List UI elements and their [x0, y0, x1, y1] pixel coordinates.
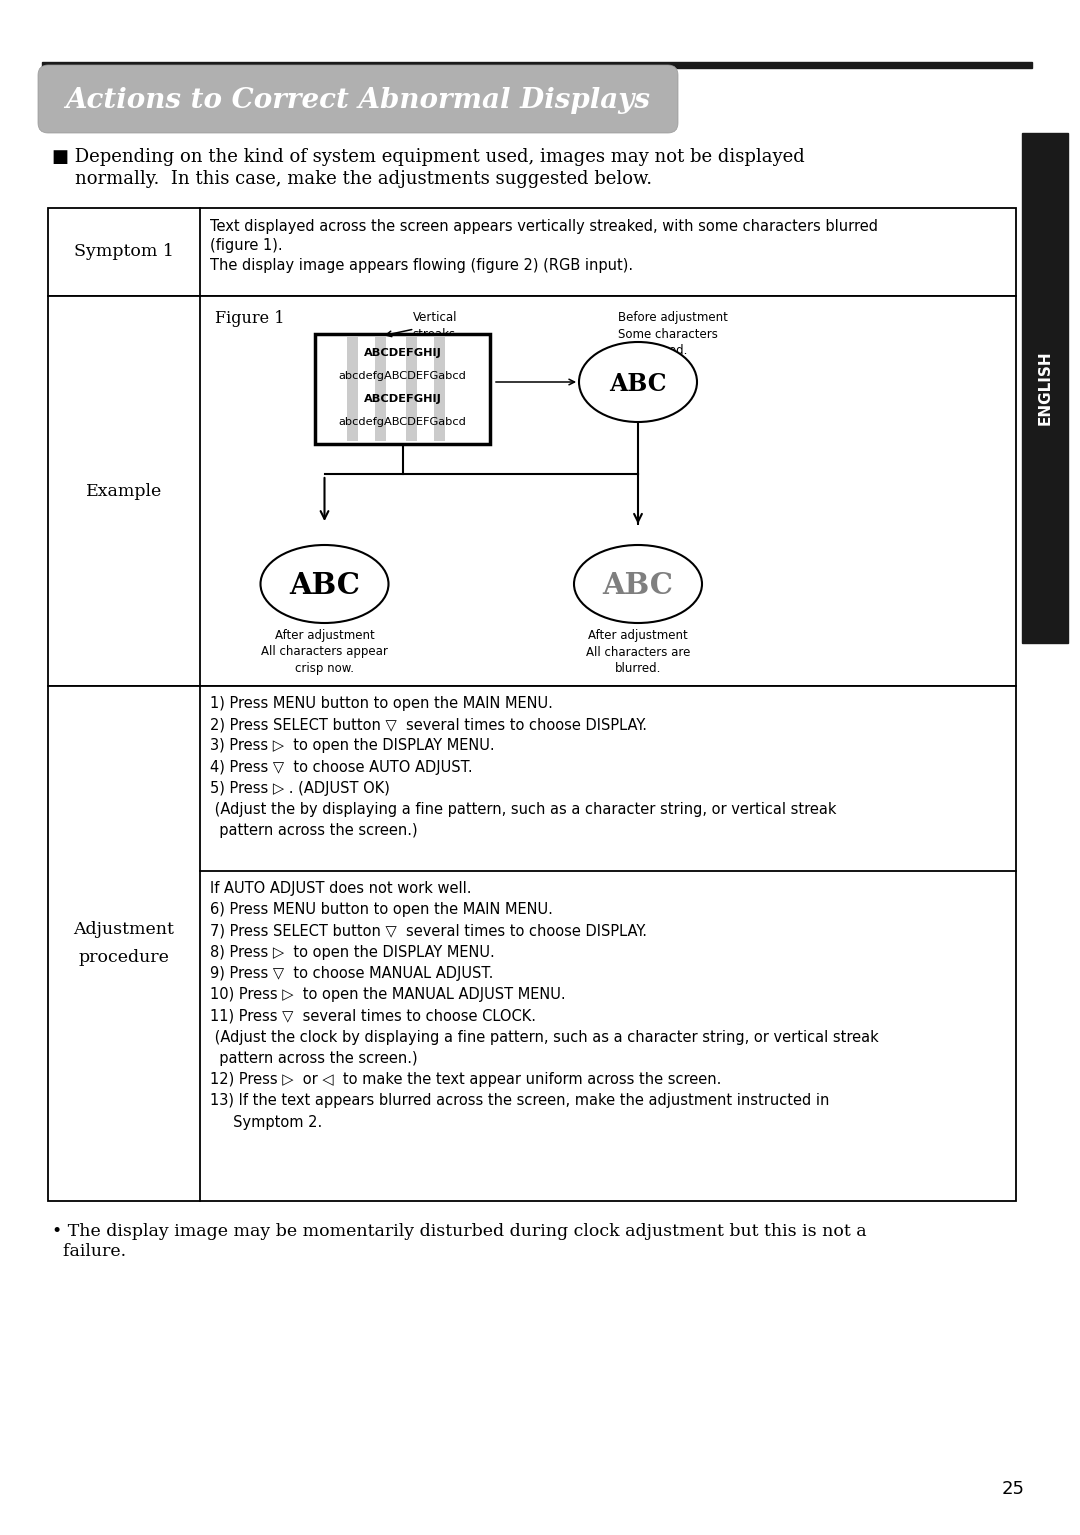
- Text: abcdefgABCDEFGabcd: abcdefgABCDEFGabcd: [338, 418, 467, 427]
- Bar: [1022, 134, 1068, 643]
- Text: ABC: ABC: [289, 571, 360, 600]
- Bar: [406, 338, 417, 441]
- Bar: [434, 338, 445, 441]
- Text: ENGLISH: ENGLISH: [1038, 350, 1053, 425]
- Text: failure.: failure.: [52, 1243, 126, 1260]
- Bar: [315, 335, 490, 444]
- Text: Figure 1: Figure 1: [215, 310, 284, 327]
- Text: If AUTO ADJUST does not work well.
6) Press MENU button to open the MAIN MENU.
7: If AUTO ADJUST does not work well. 6) Pr…: [210, 881, 879, 1130]
- Text: normally.  In this case, make the adjustments suggested below.: normally. In this case, make the adjustm…: [52, 170, 652, 187]
- Text: 1) Press MENU button to open the MAIN MENU.
2) Press SELECT button ▽  several ti: 1) Press MENU button to open the MAIN ME…: [210, 695, 837, 838]
- Text: The display image appears flowing (figure 2) (RGB input).: The display image appears flowing (figur…: [210, 258, 633, 273]
- Bar: [375, 338, 386, 441]
- Text: Vertical
streaks: Vertical streaks: [413, 312, 457, 341]
- Ellipse shape: [579, 342, 697, 422]
- Text: Before adjustment
Some characters
are blurred.: Before adjustment Some characters are bl…: [618, 312, 728, 358]
- Text: ABCDEFGHIJ: ABCDEFGHIJ: [364, 394, 442, 404]
- Text: After adjustment
All characters appear
crisp now.: After adjustment All characters appear c…: [261, 629, 388, 675]
- Text: abcdefgABCDEFGabcd: abcdefgABCDEFGabcd: [338, 371, 467, 381]
- Text: ABC: ABC: [609, 371, 666, 396]
- Text: Example: Example: [86, 482, 162, 499]
- Bar: [347, 338, 357, 441]
- Text: ABC: ABC: [603, 571, 674, 600]
- Text: 25: 25: [1002, 1480, 1025, 1498]
- Text: ■ Depending on the kind of system equipment used, images may not be displayed: ■ Depending on the kind of system equipm…: [52, 147, 805, 166]
- FancyBboxPatch shape: [38, 64, 678, 134]
- Bar: [48, 686, 1016, 1200]
- Text: After adjustment
All characters are
blurred.: After adjustment All characters are blur…: [585, 629, 690, 675]
- Ellipse shape: [260, 545, 389, 623]
- Text: • The display image may be momentarily disturbed during clock adjustment but thi: • The display image may be momentarily d…: [52, 1223, 866, 1240]
- Ellipse shape: [573, 545, 702, 623]
- Text: Text displayed across the screen appears vertically streaked, with some characte: Text displayed across the screen appears…: [210, 220, 878, 233]
- Bar: [48, 296, 1016, 686]
- Bar: [42, 61, 1032, 68]
- Text: Symptom 1: Symptom 1: [75, 244, 174, 261]
- Text: ABCDEFGHIJ: ABCDEFGHIJ: [364, 348, 442, 358]
- Text: (figure 1).: (figure 1).: [210, 238, 283, 253]
- Text: Adjustment
procedure: Adjustment procedure: [73, 921, 175, 966]
- Bar: [48, 209, 1016, 296]
- Text: Actions to Correct Abnormal Displays: Actions to Correct Abnormal Displays: [66, 86, 650, 114]
